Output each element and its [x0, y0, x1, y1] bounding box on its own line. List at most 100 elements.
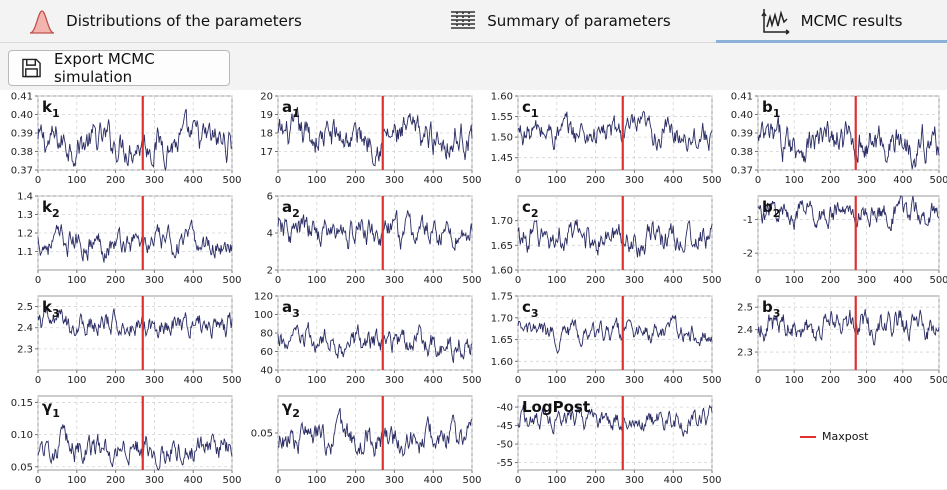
y-tick-label: 1.4 [17, 192, 33, 203]
x-tick-label: 100 [547, 175, 566, 186]
plot-frame [37, 395, 233, 471]
mcmc-trace-line [277, 322, 473, 363]
parameter-label: b2 [762, 198, 780, 220]
x-tick-label: 0 [515, 175, 521, 186]
export-mcmc-button[interactable]: Export MCMC simulation [8, 50, 230, 86]
mcmc-trace-line [37, 424, 233, 471]
mcmc-trace-line [757, 309, 940, 346]
trace-plot-c1: 0 100 200 300 400 500 1.45 1.50 1.55 1.60 c1 [480, 90, 722, 190]
x-tick-label: 0 [755, 375, 761, 386]
x-tick-label: 500 [222, 375, 241, 386]
y-tick-label: 0.41 [731, 92, 753, 103]
x-tick-label: 300 [385, 275, 404, 286]
trace-plot-k1: 0 100 200 300 400 500 0.37 0.38 0.39 0.40 0.41 k1 [0, 90, 242, 190]
y-tick-label: 0.37 [11, 166, 33, 177]
x-tick-label: 400 [424, 475, 443, 486]
y-tick-label: 0.40 [11, 110, 33, 121]
mcmc-trace-line [517, 219, 713, 258]
mcmc-trace-line [37, 219, 233, 263]
x-tick-label: 400 [424, 375, 443, 386]
x-tick-label: 200 [586, 475, 605, 486]
x-tick-label: 0 [35, 275, 41, 286]
y-tick-label: 0.05 [11, 462, 33, 473]
y-tick-label: 1.65 [491, 241, 513, 252]
x-tick-label: 100 [67, 475, 86, 486]
x-tick-label: 400 [184, 475, 203, 486]
y-tick-label: 6 [267, 192, 273, 203]
x-tick-label: 100 [547, 475, 566, 486]
y-tick-label: 0.37 [731, 166, 753, 177]
trace-plot-svg: 0 100 200 300 400 500 0.05 0.10 0.15 γ1 [11, 395, 242, 486]
y-tick-label: 18 [260, 129, 273, 140]
trace-plot-svg: 0 100 200 300 400 500 0.37 0.38 0.39 0.40 0.41 k1 [11, 92, 242, 187]
x-tick-label: 0 [275, 475, 281, 486]
plot-frame [517, 295, 713, 371]
x-tick-label: 400 [184, 375, 203, 386]
tab-summary[interactable]: Summary of parameters [405, 0, 715, 42]
x-tick-label: 300 [857, 375, 876, 386]
mcmc-trace-line [277, 107, 473, 167]
tab-mcmc-results[interactable]: MCMC results [716, 0, 947, 43]
x-tick-label: 100 [307, 375, 326, 386]
tab-distributions-label: Distributions of the parameters [66, 12, 302, 30]
trace-plot-svg: 0 100 200 300 400 500 2.3 2.4 2.5 b3 [737, 295, 947, 386]
y-tick-label: 0.40 [731, 110, 753, 121]
trace-plot-k3: 0 100 200 300 400 500 2.3 2.4 2.5 k3 [0, 290, 242, 390]
x-tick-label: 400 [184, 175, 203, 186]
trace-plot-svg: 0 100 200 300 400 500 -40 -45 -50 -55 LogPost [497, 395, 722, 486]
x-tick-label: 300 [625, 175, 644, 186]
tab-distributions[interactable]: Distributions of the parameters [0, 0, 330, 42]
x-tick-label: 0 [515, 275, 521, 286]
trace-plot-a2: 0 100 200 300 400 500 2 4 6 a2 [240, 190, 482, 290]
parameter-label: k1 [42, 98, 60, 120]
x-tick-label: 100 [67, 375, 86, 386]
x-tick-label: 300 [385, 475, 404, 486]
x-tick-label: 0 [515, 375, 521, 386]
x-tick-label: 200 [586, 375, 605, 386]
y-tick-label: 0.38 [731, 147, 753, 158]
x-tick-label: 300 [857, 175, 876, 186]
parameter-label: a2 [282, 198, 300, 220]
bell-curve-icon [29, 10, 55, 34]
export-mcmc-label: Export MCMC simulation [53, 50, 155, 86]
y-tick-label: 4 [267, 229, 273, 240]
y-tick-label: 1.65 [491, 335, 513, 346]
x-tick-label: 100 [547, 375, 566, 386]
x-tick-label: 400 [893, 275, 912, 286]
y-tick-label: 40 [260, 366, 273, 377]
mcmc-trace-line [517, 404, 713, 437]
x-tick-label: 100 [785, 175, 804, 186]
x-tick-label: 400 [424, 275, 443, 286]
trace-plot-svg: 0 100 200 300 400 500 2.3 2.4 2.5 k3 [17, 295, 242, 386]
x-tick-label: 300 [145, 175, 164, 186]
tab-bar: Distributions of the parameters Summary … [0, 0, 947, 43]
x-tick-label: 300 [145, 275, 164, 286]
x-tick-label: 400 [664, 175, 683, 186]
mcmc-trace-line [277, 210, 473, 251]
trace-plot-svg: 0 100 200 300 400 500 1.60 1.65 1.70 c2 [491, 195, 722, 286]
parameter-label: c3 [522, 298, 539, 320]
x-tick-label: 400 [893, 375, 912, 386]
trace-plot-svg: 0 100 200 300 400 500 1.60 1.65 1.70 1.75 c3 [491, 292, 722, 387]
mcmc-trace-line [277, 407, 473, 458]
y-tick-label: 0.10 [11, 430, 33, 441]
x-tick-label: 500 [702, 475, 721, 486]
x-tick-label: 400 [184, 275, 203, 286]
x-tick-label: 0 [275, 375, 281, 386]
x-tick-label: 500 [702, 375, 721, 386]
x-tick-label: 300 [625, 475, 644, 486]
x-tick-label: 300 [145, 375, 164, 386]
mcmc-trace-line [517, 314, 713, 355]
x-tick-label: 0 [35, 475, 41, 486]
x-tick-label: 200 [821, 275, 840, 286]
maxpost-legend: Maxpost [800, 430, 869, 443]
x-tick-label: 500 [222, 275, 241, 286]
trace-plot-svg: 0 100 200 300 400 500 17 18 19 20 a1 [260, 92, 481, 187]
x-tick-label: 200 [106, 375, 125, 386]
y-tick-label: 1.3 [17, 210, 33, 221]
parameter-label: γ2 [282, 398, 300, 420]
x-tick-label: 200 [346, 375, 365, 386]
y-tick-label: 100 [254, 310, 273, 321]
parameter-label: b1 [762, 98, 780, 120]
x-tick-label: 500 [929, 175, 947, 186]
